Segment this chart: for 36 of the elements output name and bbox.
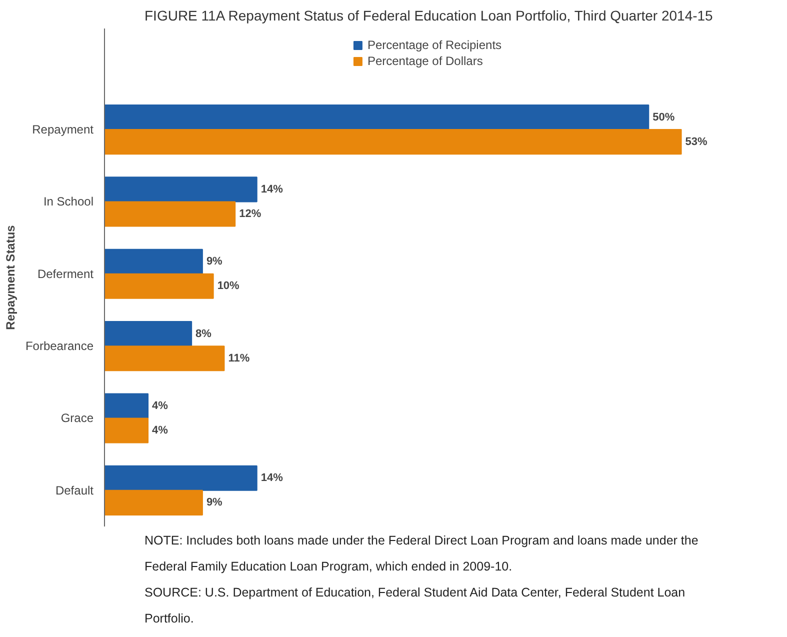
bar: [104, 104, 650, 130]
data-label: 14%: [260, 183, 284, 196]
y-tick-label: Grace: [60, 411, 94, 426]
source-note: SOURCE: U.S. Department of Education, Federal Student Aid Data Center, Federal Student Loan Portfolio.: [144, 586, 686, 626]
data-label: 9%: [206, 496, 223, 509]
text: NOTE: Includes both loans made under the Federal Direct Loan Program and loans made under the Federal Family Education Loan Program, which ended in 2009-10.: [144, 534, 698, 574]
data-label: 53%: [685, 136, 708, 148]
y-tick-label: In School: [43, 194, 94, 209]
data-label: 4%: [152, 424, 168, 437]
data-label: 4%: [152, 400, 168, 412]
chart-title: FIGURE 11A Repayment Status of Federal Education Loan Portfolio, Third Quarter 2014-15: [144, 8, 714, 24]
y-tick-label: Default: [55, 483, 94, 498]
data-label: 12%: [239, 208, 262, 220]
legend-label: Percentage of Dollars: [367, 54, 483, 68]
bar: [104, 273, 214, 299]
bar: [104, 176, 258, 202]
bar: [104, 490, 203, 516]
data-label: 11%: [228, 352, 250, 364]
data-label: 50%: [652, 111, 675, 124]
bar: [104, 248, 203, 274]
bar: [104, 418, 149, 444]
data-label: 9%: [206, 256, 223, 268]
y-axis-title: Repayment Status: [3, 224, 18, 330]
bar: [104, 321, 192, 347]
y-tick-label: Forbearance: [25, 339, 94, 354]
y-tick-label: Repayment: [32, 122, 94, 137]
data-label: 8%: [196, 328, 212, 340]
data-label: 10%: [217, 280, 240, 292]
bar: [104, 465, 258, 491]
bar: [104, 346, 225, 372]
legend-label: Percentage of Recipients: [367, 38, 502, 52]
data-label: 14%: [260, 472, 284, 484]
bar: [104, 201, 236, 227]
y-tick-label: Deferment: [37, 266, 94, 281]
bar: [104, 393, 149, 419]
bar: [104, 129, 682, 155]
